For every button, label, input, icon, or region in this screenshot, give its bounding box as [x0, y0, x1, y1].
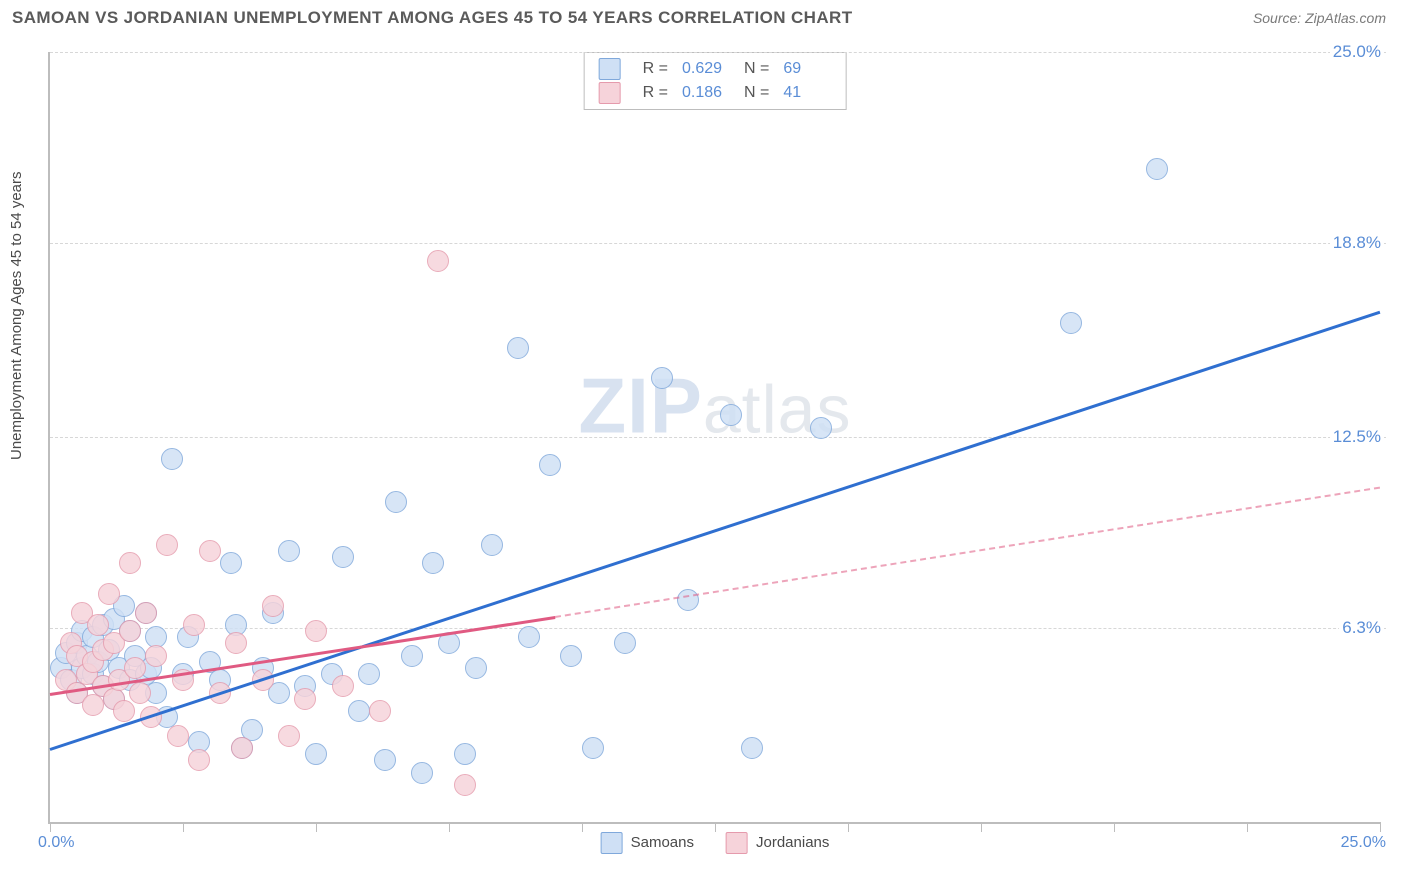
data-point [119, 620, 141, 642]
gridline [50, 437, 1386, 438]
y-tick-label: 12.5% [1330, 427, 1384, 447]
data-point [220, 552, 242, 574]
x-tick [981, 822, 982, 832]
data-point [161, 448, 183, 470]
x-legend: Samoans Jordanians [601, 832, 830, 854]
data-point [385, 491, 407, 513]
regression-line [50, 311, 1381, 751]
y-tick-label: 18.8% [1330, 233, 1384, 253]
data-point [810, 417, 832, 439]
data-point [135, 602, 157, 624]
data-point [422, 552, 444, 574]
data-point [582, 737, 604, 759]
data-point [183, 614, 205, 636]
data-point [401, 645, 423, 667]
data-point [87, 614, 109, 636]
source-text: Source: ZipAtlas.com [1253, 10, 1386, 26]
data-point [677, 589, 699, 611]
legend-swatch [599, 82, 621, 104]
data-point [518, 626, 540, 648]
watermark: ZIPatlas [579, 361, 852, 452]
data-point [454, 774, 476, 796]
x-tick [1247, 822, 1248, 832]
data-point [507, 337, 529, 359]
legend-swatch [726, 832, 748, 854]
x-tick [1380, 822, 1381, 832]
data-point [374, 749, 396, 771]
gridline [50, 243, 1386, 244]
x-min-label: 0.0% [38, 834, 74, 852]
x-tick [1114, 822, 1115, 832]
plot-area: ZIPatlas R =0.629N =69R =0.186N =41 Samo… [48, 52, 1380, 824]
data-point [720, 404, 742, 426]
data-point [348, 700, 370, 722]
data-point [358, 663, 380, 685]
chart-container: Unemployment Among Ages 45 to 54 years Z… [0, 40, 1406, 892]
y-tick-label: 6.3% [1339, 618, 1384, 638]
data-point [113, 700, 135, 722]
x-tick [183, 822, 184, 832]
x-tick [848, 822, 849, 832]
y-axis-label: Unemployment Among Ages 45 to 54 years [8, 171, 25, 460]
data-point [145, 645, 167, 667]
x-tick [316, 822, 317, 832]
data-point [294, 688, 316, 710]
data-point [124, 657, 146, 679]
data-point [129, 682, 151, 704]
data-point [156, 534, 178, 556]
x-max-label: 25.0% [1341, 834, 1386, 852]
legend-swatch [601, 832, 623, 854]
x-legend-item: Jordanians [726, 832, 829, 854]
data-point [262, 595, 284, 617]
data-point [119, 552, 141, 574]
data-point [1146, 158, 1168, 180]
data-point [481, 534, 503, 556]
data-point [278, 540, 300, 562]
data-point [1060, 312, 1082, 334]
data-point [98, 583, 120, 605]
x-tick [50, 822, 51, 832]
y-tick-label: 25.0% [1330, 42, 1384, 62]
data-point [369, 700, 391, 722]
data-point [741, 737, 763, 759]
data-point [454, 743, 476, 765]
data-point [332, 546, 354, 568]
data-point [225, 632, 247, 654]
data-point [305, 620, 327, 642]
rn-legend-row: R =0.186N =41 [599, 81, 832, 105]
data-point [332, 675, 354, 697]
legend-swatch [599, 58, 621, 80]
data-point [231, 737, 253, 759]
data-point [651, 367, 673, 389]
data-point [188, 749, 210, 771]
x-legend-item: Samoans [601, 832, 694, 854]
chart-title: SAMOAN VS JORDANIAN UNEMPLOYMENT AMONG A… [12, 8, 853, 28]
data-point [539, 454, 561, 476]
data-point [411, 762, 433, 784]
data-point [305, 743, 327, 765]
data-point [167, 725, 189, 747]
rn-legend: R =0.629N =69R =0.186N =41 [584, 52, 847, 110]
x-tick [582, 822, 583, 832]
regression-line-extrapolated [555, 486, 1380, 617]
data-point [278, 725, 300, 747]
data-point [465, 657, 487, 679]
data-point [614, 632, 636, 654]
data-point [427, 250, 449, 272]
rn-legend-row: R =0.629N =69 [599, 57, 832, 81]
gridline [50, 52, 1386, 53]
data-point [560, 645, 582, 667]
data-point [199, 540, 221, 562]
x-tick [449, 822, 450, 832]
x-tick [715, 822, 716, 832]
gridline [50, 628, 1386, 629]
